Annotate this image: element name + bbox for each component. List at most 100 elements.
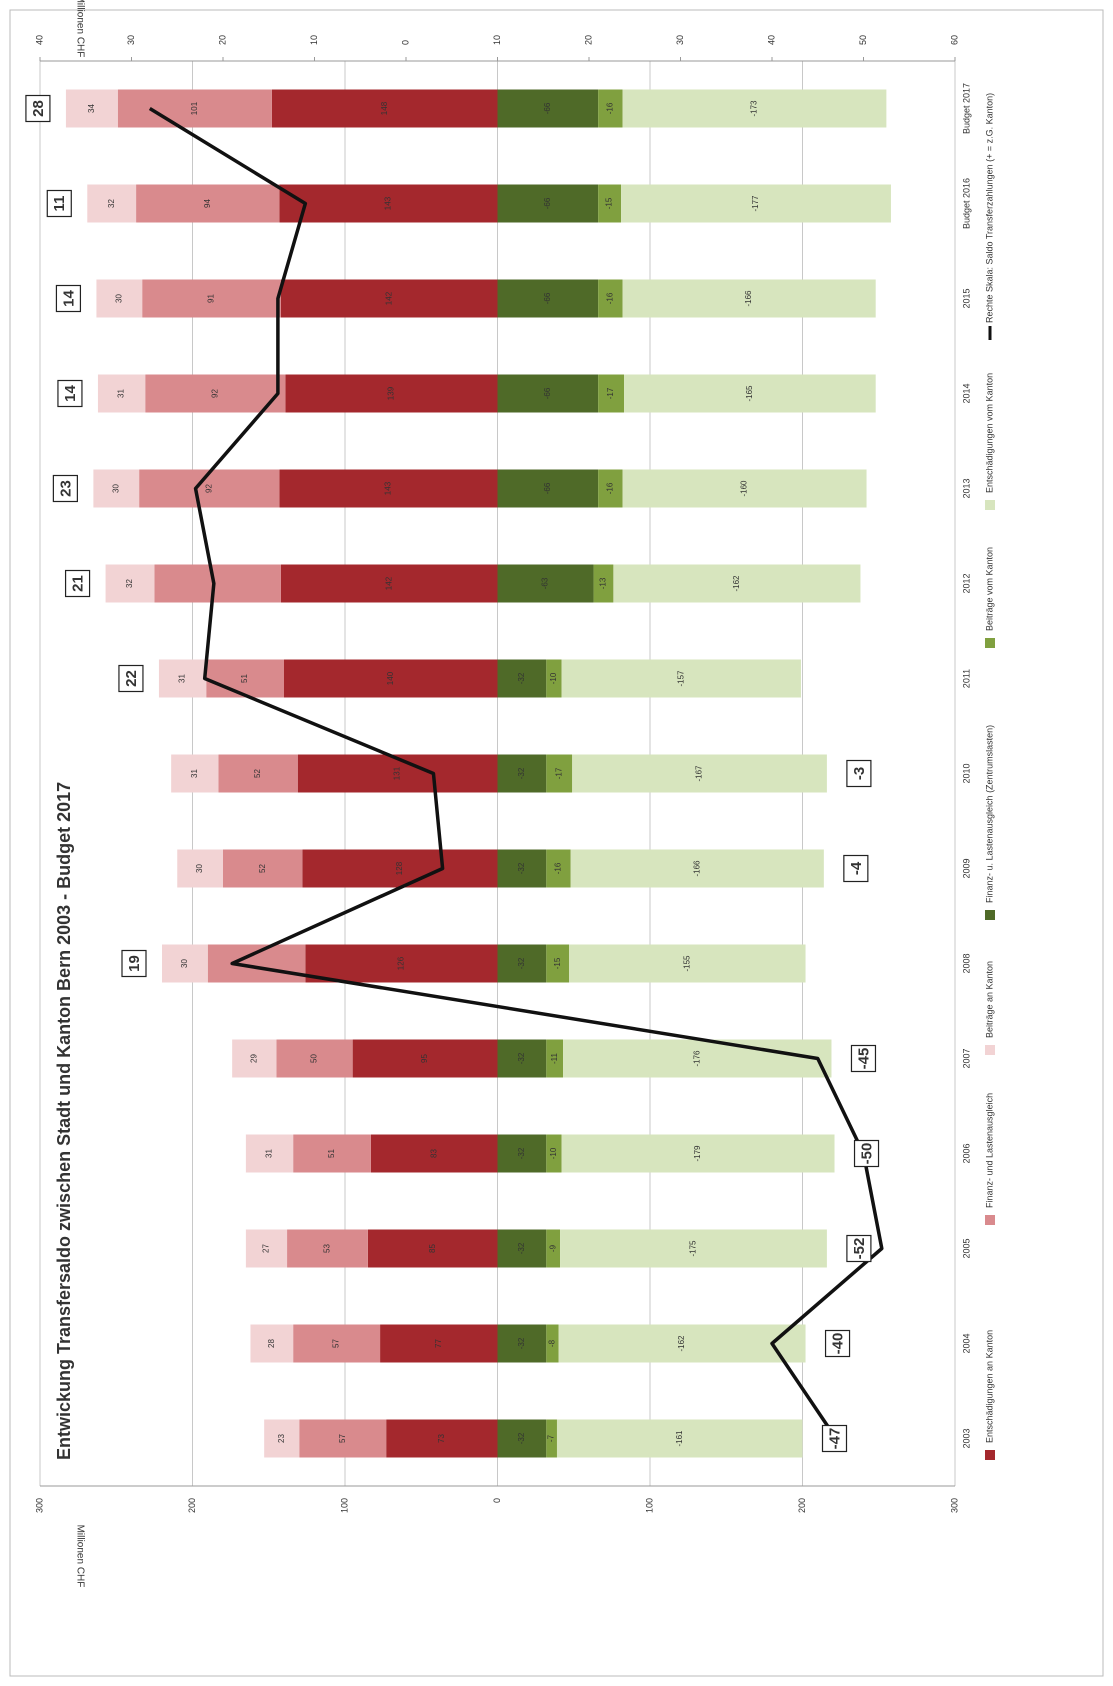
bar-segment — [622, 469, 867, 508]
data-label: 32 — [107, 199, 116, 208]
bar-segment — [546, 1039, 564, 1078]
data-label: -66 — [543, 387, 552, 399]
data-label: -165 — [745, 385, 754, 402]
bar-segment — [497, 1229, 547, 1268]
x-tick-label: Budget 2017 — [961, 83, 971, 134]
line-label-box — [55, 284, 82, 313]
data-label: 143 — [384, 196, 393, 210]
x-tick-label: 2014 — [961, 383, 971, 403]
data-label: 28 — [267, 1339, 276, 1348]
bar-segment — [546, 1229, 561, 1268]
data-label: 32 — [125, 579, 134, 588]
data-label: -16 — [605, 292, 614, 304]
bar-segment — [96, 279, 143, 318]
legend-label: Finanz- und Lastenausgleich — [984, 1093, 994, 1208]
data-label: -15 — [605, 197, 614, 209]
line-label: -40 — [830, 1333, 847, 1355]
bar-segment — [279, 469, 498, 508]
data-label: 51 — [240, 674, 249, 683]
data-label: -32 — [517, 1432, 526, 1444]
legend-marker — [985, 500, 995, 510]
line-label: 11 — [51, 196, 68, 212]
data-label: 95 — [420, 1054, 429, 1063]
bar-segment — [250, 1324, 294, 1363]
line-label: 19 — [126, 955, 143, 972]
line-label: 28 — [30, 100, 47, 117]
legend-marker — [985, 910, 995, 920]
data-label: 57 — [338, 1434, 347, 1443]
line-label: 14 — [62, 385, 79, 402]
legend-label: Finanz- u. Lastenausgleich (Zentrumslast… — [984, 725, 994, 903]
bar-segment — [352, 1039, 498, 1078]
chart-title: Entwickung Transfersaldo zwischen Stadt … — [54, 782, 74, 1460]
bar-segment — [497, 659, 547, 698]
data-label: -7 — [547, 1434, 556, 1442]
bar-segment — [497, 184, 599, 223]
line-label-box — [118, 664, 144, 693]
data-label: -176 — [692, 1050, 701, 1067]
y-tick-label: 100 — [644, 1498, 654, 1513]
data-label: 30 — [195, 864, 204, 873]
data-label: 91 — [207, 294, 216, 303]
bar-segment — [497, 1324, 547, 1363]
y-tick-label: 200 — [187, 1498, 197, 1513]
line-label-box — [853, 1139, 880, 1168]
line-label: -50 — [858, 1143, 875, 1165]
data-label: 23 — [277, 1434, 286, 1443]
bar-segment — [142, 279, 281, 318]
y-tick-label: 300 — [949, 1498, 959, 1513]
data-label: 140 — [386, 671, 395, 685]
data-label: 143 — [384, 481, 393, 495]
bar-segment — [561, 659, 801, 698]
bar-segment — [613, 564, 861, 603]
line-label: -3 — [851, 767, 868, 780]
data-label: -63 — [541, 577, 550, 589]
data-label: 101 — [190, 101, 199, 115]
bar-segment — [546, 1134, 562, 1173]
data-label: 94 — [203, 199, 212, 208]
line-label-box — [52, 474, 78, 503]
bar-segment — [569, 944, 806, 983]
bar-segment — [136, 184, 280, 223]
data-label: 142 — [384, 291, 393, 305]
data-label: -66 — [543, 197, 552, 209]
y2-tick-label: 10 — [492, 35, 502, 45]
x-tick-label: 2004 — [961, 1333, 971, 1353]
bar-segment — [380, 1324, 498, 1363]
bar-segment — [87, 184, 137, 223]
data-label: 51 — [327, 1149, 336, 1158]
y2-tick-label: 20 — [583, 35, 593, 45]
line-label-box — [57, 379, 83, 408]
bar-segment — [367, 1229, 498, 1268]
data-label: -166 — [692, 860, 701, 877]
data-label: 128 — [395, 861, 404, 875]
data-label: -161 — [675, 1430, 684, 1447]
bar-segment — [497, 1134, 547, 1173]
bar-segment — [139, 469, 280, 508]
bar-segment — [497, 1039, 547, 1078]
legend-marker — [985, 1045, 995, 1055]
y-tick-label: 100 — [339, 1498, 349, 1513]
bar-segment — [264, 1419, 300, 1458]
bar-segment — [207, 944, 306, 983]
data-label: -173 — [750, 100, 759, 117]
bar-segment — [293, 1134, 371, 1173]
data-label: 131 — [393, 766, 402, 780]
bar-segment — [546, 659, 562, 698]
data-label: -16 — [605, 102, 614, 114]
bar-segment — [117, 89, 272, 128]
data-label: 53 — [323, 1244, 332, 1253]
bar-segment — [223, 849, 303, 888]
legend-marker — [985, 1450, 995, 1460]
bar-segment — [598, 184, 622, 223]
data-label: -66 — [543, 102, 552, 114]
y2-tick-label: 0 — [400, 40, 410, 45]
data-label: 139 — [387, 386, 396, 400]
data-label: 92 — [210, 389, 219, 398]
line-label-box — [821, 1424, 848, 1453]
bar-segment — [546, 754, 573, 793]
bar-segment — [621, 184, 891, 223]
legend-marker — [985, 1215, 995, 1225]
bar-segment — [280, 279, 498, 318]
bar-segment — [497, 564, 594, 603]
